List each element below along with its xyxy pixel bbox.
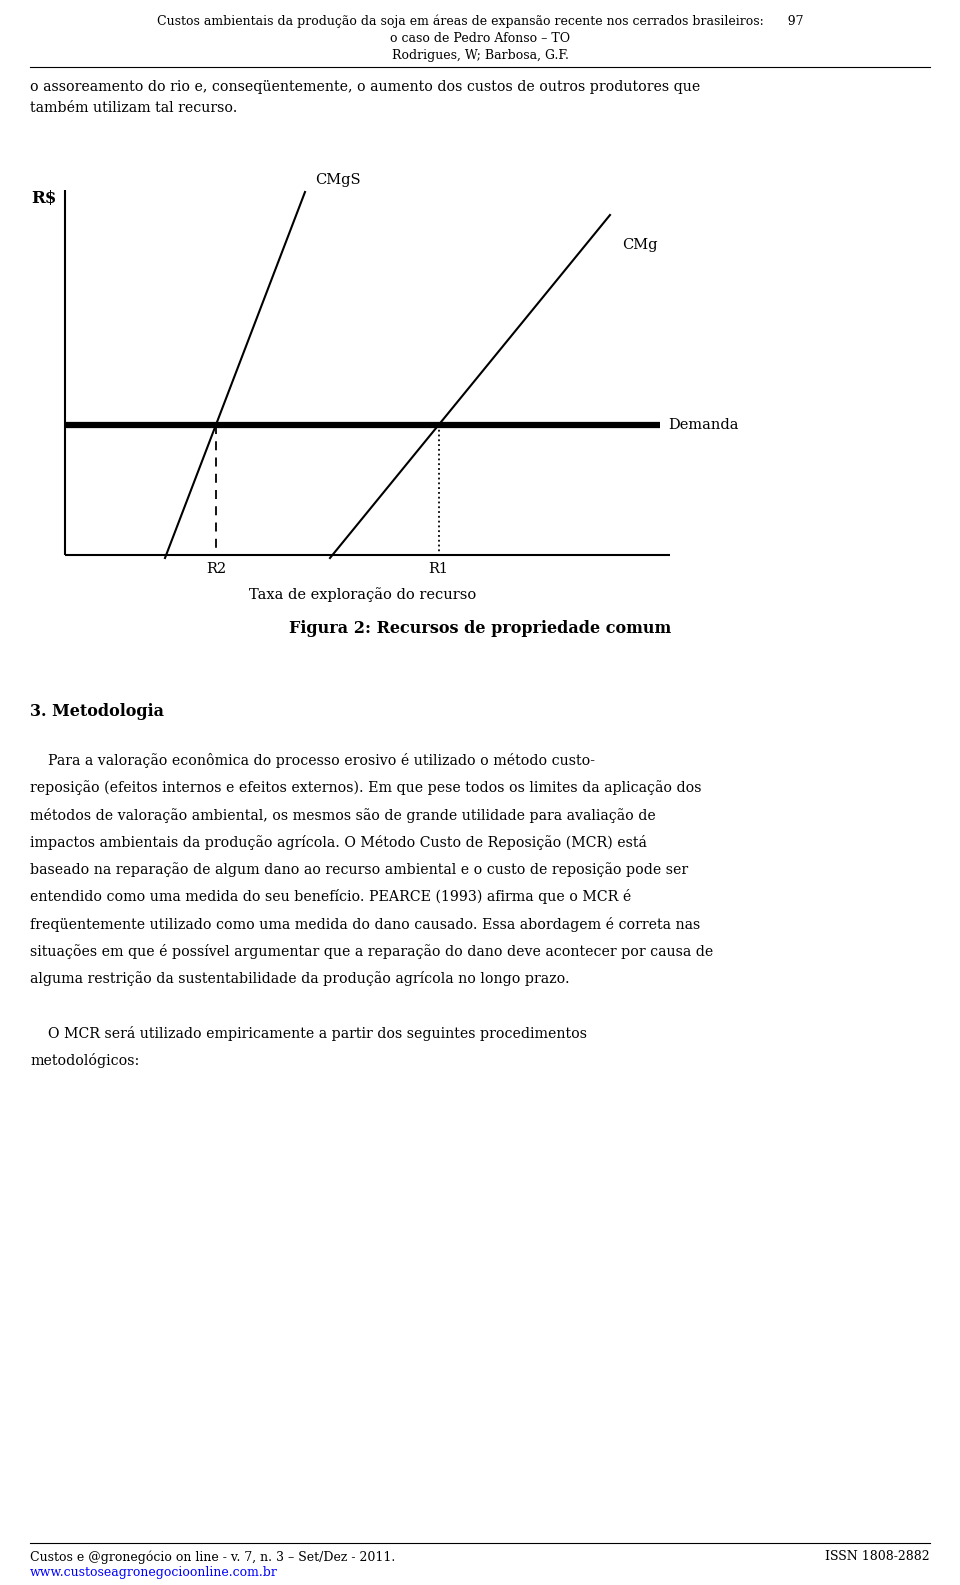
Text: freqüentemente utilizado como uma medida do dano causado. Essa abordagem é corre: freqüentemente utilizado como uma medida…: [30, 916, 700, 932]
Text: ISSN 1808-2882: ISSN 1808-2882: [826, 1550, 930, 1563]
Text: O MCR será utilizado empiricamente a partir dos seguintes procedimentos: O MCR será utilizado empiricamente a par…: [30, 1025, 587, 1041]
Text: R2: R2: [205, 563, 226, 575]
Text: www.custoseagronegocioonline.com.br: www.custoseagronegocioonline.com.br: [30, 1566, 277, 1579]
Text: metodológicos:: metodológicos:: [30, 1052, 139, 1068]
Text: impactos ambientais da produção agrícola. O Método Custo de Reposição (MCR) está: impactos ambientais da produção agrícola…: [30, 835, 647, 850]
Text: R$: R$: [32, 190, 57, 208]
Text: Custos ambientais da produção da soja em áreas de expansão recente nos cerrados : Custos ambientais da produção da soja em…: [156, 14, 804, 29]
Text: reposição (efeitos internos e efeitos externos). Em que pese todos os limites da: reposição (efeitos internos e efeitos ex…: [30, 780, 702, 796]
Text: Custos e @gronegócio on line - v. 7, n. 3 – Set/Dez - 2011.: Custos e @gronegócio on line - v. 7, n. …: [30, 1550, 396, 1563]
Text: 3. Metodologia: 3. Metodologia: [30, 704, 164, 720]
Text: alguma restrição da sustentabilidade da produção agrícola no longo prazo.: alguma restrição da sustentabilidade da …: [30, 972, 569, 986]
Text: CMgS: CMgS: [315, 173, 361, 187]
Text: Rodrigues, W; Barbosa, G.F.: Rodrigues, W; Barbosa, G.F.: [392, 49, 568, 62]
Text: CMg: CMg: [622, 238, 658, 252]
Text: Figura 2: Recursos de propriedade comum: Figura 2: Recursos de propriedade comum: [289, 620, 671, 637]
Text: também utilizam tal recurso.: também utilizam tal recurso.: [30, 100, 237, 114]
Text: Para a valoração econômica do processo erosivo é utilizado o método custo-: Para a valoração econômica do processo e…: [30, 753, 595, 769]
Text: o assoreamento do rio e, conseqüentemente, o aumento dos custos de outros produt: o assoreamento do rio e, conseqüentement…: [30, 79, 700, 94]
Text: métodos de valoração ambiental, os mesmos são de grande utilidade para avaliação: métodos de valoração ambiental, os mesmo…: [30, 807, 656, 823]
Text: Taxa de exploração do recurso: Taxa de exploração do recurso: [249, 586, 476, 602]
Text: entendido como uma medida do seu benefício. PEARCE (1993) afirma que o MCR é: entendido como uma medida do seu benefíc…: [30, 889, 632, 905]
Text: Demanda: Demanda: [668, 418, 738, 433]
Text: R1: R1: [428, 563, 448, 575]
Text: baseado na reparação de algum dano ao recurso ambiental e o custo de reposição p: baseado na reparação de algum dano ao re…: [30, 862, 688, 877]
Text: situações em que é possível argumentar que a reparação do dano deve acontecer po: situações em que é possível argumentar q…: [30, 943, 713, 959]
Text: o caso de Pedro Afonso – TO: o caso de Pedro Afonso – TO: [390, 32, 570, 44]
